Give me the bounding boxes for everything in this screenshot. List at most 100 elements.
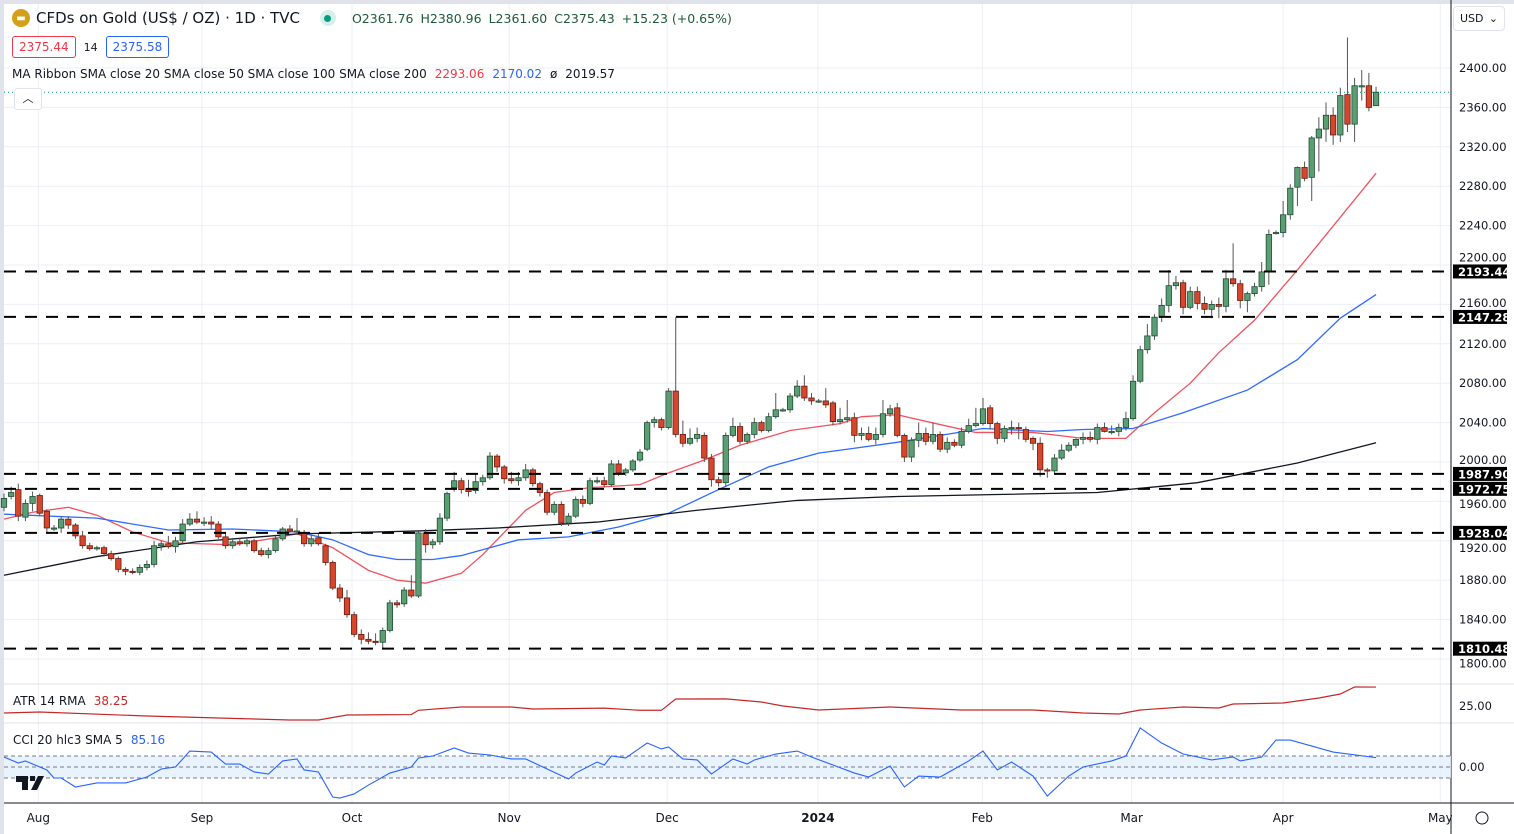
candle-down xyxy=(658,419,665,428)
open-value: O2361.76 xyxy=(351,10,414,26)
candle-down xyxy=(43,510,50,529)
candle-up xyxy=(1072,438,1079,446)
candle-down xyxy=(865,433,872,440)
candle-up xyxy=(965,425,972,432)
candle-up xyxy=(229,541,236,547)
atr-legend[interactable]: ATR 14 RMA 38.25 xyxy=(13,694,128,708)
candle-up xyxy=(744,434,751,442)
price-axis-label: 2240.00 xyxy=(1459,219,1507,233)
candle-up xyxy=(522,469,529,479)
candle-up xyxy=(694,434,701,439)
price-axis-label: 2280.00 xyxy=(1459,179,1507,193)
candle-up xyxy=(722,435,729,484)
candle-up xyxy=(1108,431,1115,434)
candle-down xyxy=(1330,114,1337,136)
axis-corner xyxy=(1452,804,1514,834)
sell-price-button[interactable]: 2375.44 xyxy=(12,36,76,58)
candle-up xyxy=(158,543,165,547)
candle-up xyxy=(1272,232,1280,235)
candle-down xyxy=(822,400,829,406)
candle-up xyxy=(515,477,522,482)
candle-up xyxy=(1172,282,1180,287)
spread-value: 14 xyxy=(83,40,98,54)
candle-up xyxy=(1151,316,1158,337)
x-axis-label-aug: Aug xyxy=(27,811,50,825)
candle-down xyxy=(951,441,958,446)
ma-ribbon-legend[interactable]: MA Ribbon SMA close 20 SMA close 50 SMA … xyxy=(12,67,615,81)
candle-up xyxy=(1208,303,1215,310)
candle-up xyxy=(479,477,486,483)
cci-axis-label: 0.00 xyxy=(1459,760,1485,774)
candle-down xyxy=(1215,303,1222,307)
candle-up xyxy=(150,545,158,565)
candle-up xyxy=(143,564,151,568)
candle-down xyxy=(801,385,808,399)
candle-up xyxy=(293,530,301,533)
currency-select[interactable]: USD ⌄ xyxy=(1453,6,1505,31)
candle-down xyxy=(715,479,722,484)
candle-up xyxy=(751,422,758,435)
candle-down xyxy=(322,545,329,563)
x-axis-label-oct: Oct xyxy=(342,811,363,825)
level-price-label: 1987.90 xyxy=(1458,467,1510,481)
candle-up xyxy=(308,538,315,545)
candle-up xyxy=(594,480,601,483)
candle-down xyxy=(1044,469,1051,472)
collapse-legend-button[interactable]: ︿ xyxy=(14,88,42,110)
level-price-label: 1810.48 xyxy=(1458,642,1510,656)
price-axis-label: 2360.00 xyxy=(1459,100,1507,114)
candle-down xyxy=(987,407,994,424)
sma20-value: 2293.06 xyxy=(434,67,485,81)
symbol-header: ▬ CFDs on Gold (US$ / OZ) · 1D · TVC O23… xyxy=(12,9,732,27)
symbol-title[interactable]: CFDs on Gold (US$ / OZ) · 1D · TVC xyxy=(36,9,300,27)
candle-up xyxy=(1144,335,1151,351)
atr-label: ATR 14 RMA xyxy=(13,694,86,708)
candle-up xyxy=(636,451,644,461)
candle-down xyxy=(851,417,858,436)
candle-down xyxy=(215,523,222,538)
candle-up xyxy=(1115,427,1122,432)
candle-down xyxy=(372,640,379,643)
candle-up xyxy=(858,433,865,436)
candle-down xyxy=(329,562,336,589)
candle-up xyxy=(29,496,36,504)
buy-price-button[interactable]: 2375.58 xyxy=(105,36,170,58)
candle-up xyxy=(1265,234,1272,273)
candle-down xyxy=(336,587,343,599)
candle-up xyxy=(22,502,29,518)
candle-up xyxy=(200,521,208,524)
candle-down xyxy=(1201,303,1208,310)
candle-up xyxy=(472,481,479,491)
candle-up xyxy=(443,493,451,519)
x-axis-label-feb: Feb xyxy=(972,811,993,825)
candle-up xyxy=(172,540,179,548)
candle-up xyxy=(1187,291,1194,308)
candle-up xyxy=(915,433,922,441)
price-axis-label: 2040.00 xyxy=(1459,416,1507,430)
candle-up xyxy=(1372,91,1380,107)
candle-down xyxy=(351,614,358,635)
candle-down xyxy=(315,537,322,545)
x-axis-label-sep: Sep xyxy=(191,811,214,825)
candle-up xyxy=(1079,436,1087,440)
level-price-label: 1972.75 xyxy=(1458,482,1510,496)
price-axis-label: 2320.00 xyxy=(1459,140,1507,154)
price-axis-label: 1880.00 xyxy=(1459,573,1507,587)
candle-up xyxy=(1158,304,1165,318)
cci-legend[interactable]: CCI 20 hlc3 SMA 5 85.16 xyxy=(13,733,165,747)
settings-icon[interactable] xyxy=(1475,811,1489,825)
candle-down xyxy=(994,423,1001,439)
candle-up xyxy=(972,423,979,426)
candle-up xyxy=(944,441,951,450)
candle-up xyxy=(1294,167,1301,188)
high-value: H2380.96 xyxy=(420,10,482,26)
x-axis-label-apr: Apr xyxy=(1273,811,1294,825)
candle-up xyxy=(58,518,65,529)
candle-up xyxy=(1258,271,1265,288)
candle-down xyxy=(937,434,944,450)
price-axis-label: 1840.00 xyxy=(1459,613,1507,627)
candle-down xyxy=(393,602,401,606)
ma-ribbon-label: MA Ribbon SMA close 20 SMA close 50 SMA … xyxy=(12,67,427,81)
candle-down xyxy=(758,422,765,431)
